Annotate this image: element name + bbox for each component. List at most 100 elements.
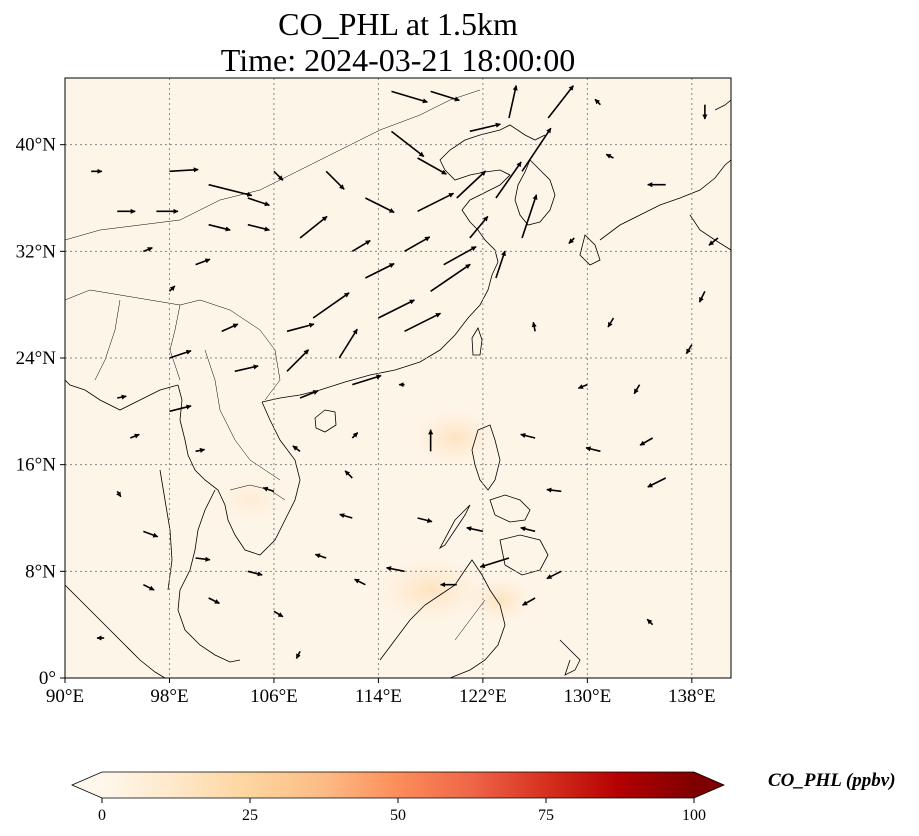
- wind-arrow: [364, 197, 395, 214]
- wind-arrow: [443, 245, 477, 266]
- wind-arrow: [404, 312, 441, 333]
- wind-arrow: [522, 597, 536, 606]
- wind-arrow: [430, 90, 460, 102]
- title-line-2: Time: 2024-03-21 18:00:00: [220, 42, 576, 78]
- wind-arrow: [546, 487, 562, 493]
- colorbar-ticks: 0 25 50 75 100: [98, 798, 706, 824]
- wind-arrow: [708, 237, 719, 246]
- wind-arrow: [417, 192, 455, 213]
- wind-arrow: [466, 526, 484, 533]
- wind-arrow: [531, 321, 537, 332]
- wind-arrow: [312, 292, 350, 319]
- colorbar: 0 25 50 75 100 CO_PHL (ppbv): [70, 770, 896, 824]
- wind-arrow: [469, 215, 489, 239]
- palawan: [438, 504, 471, 550]
- wind-arrow: [364, 262, 395, 279]
- wind-arrow: [116, 490, 122, 498]
- wind-arrow: [169, 404, 192, 413]
- korea-coast: [514, 159, 556, 226]
- borneo: [379, 559, 506, 678]
- wind-arrow: [286, 322, 315, 333]
- y-tick-label: 8°N: [25, 561, 56, 582]
- x-tick-label: 114°E: [355, 686, 402, 707]
- plot-area: [64, 77, 732, 679]
- wind-arrow: [378, 299, 415, 319]
- wind-arrow: [295, 650, 301, 659]
- colorbar-tick-label: 50: [390, 807, 406, 824]
- wind-arrow: [585, 446, 601, 453]
- wind-arrow: [195, 258, 211, 266]
- wind-arrow: [143, 530, 159, 538]
- colorbar-extend-min: [72, 772, 102, 798]
- wind-arrow: [594, 98, 601, 106]
- japan-honshu: [599, 159, 731, 251]
- title-line-1: CO_PHL at 1.5km: [278, 6, 518, 42]
- y-tick-label: 24°N: [16, 348, 57, 369]
- wind-arrow: [520, 526, 536, 533]
- philippines-visayas: [489, 494, 531, 523]
- wind-arrow: [247, 223, 270, 232]
- wind-arrow: [195, 556, 211, 562]
- wind-arrow: [292, 445, 301, 452]
- x-tick-label: 98°E: [150, 686, 188, 707]
- y-tick-label: 32°N: [16, 241, 57, 262]
- sumatra: [65, 584, 166, 678]
- x-axis: 90°E 98°E 106°E 114°E 122°E 130°E 138°E: [46, 678, 716, 707]
- wind-arrow: [273, 170, 284, 181]
- colorbar-extend-max: [694, 772, 724, 798]
- china-coast: [261, 124, 546, 403]
- colorbar-tick-label: 0: [98, 807, 106, 824]
- philippines-luzon: [471, 424, 501, 491]
- colorbar-tick-label: 100: [682, 807, 706, 824]
- wind-arrow: [417, 157, 447, 175]
- wind-arrow: [286, 349, 310, 372]
- wind-arrow: [639, 437, 654, 446]
- wind-arrow: [142, 583, 155, 591]
- indochina-coast: [177, 384, 301, 556]
- gulf-thailand: [177, 489, 241, 663]
- wind-arrow: [195, 447, 206, 453]
- wind-arrow: [273, 610, 284, 618]
- wind-arrow: [143, 246, 153, 253]
- wind-arrow: [168, 285, 176, 292]
- myanmar-coast: [65, 379, 179, 411]
- wind-arrow: [351, 432, 359, 439]
- wind-arrow: [698, 290, 706, 303]
- wind-arrow: [646, 618, 654, 626]
- wind-arrow: [247, 570, 263, 577]
- wind-arrow: [546, 570, 562, 580]
- wind-arrow: [520, 433, 536, 439]
- field-highlights: [210, 408, 535, 625]
- hainan: [314, 409, 337, 433]
- y-tick-label: 40°N: [16, 135, 57, 156]
- wind-arrow: [314, 553, 327, 559]
- wind-arrow: [234, 364, 259, 373]
- wind-arrow: [338, 328, 358, 359]
- wind-arrow: [262, 486, 275, 493]
- wind-arrow: [390, 130, 425, 158]
- wind-arrow: [495, 250, 506, 279]
- philippines-mindanao: [499, 534, 549, 576]
- y-tick-label: 16°N: [16, 455, 57, 476]
- wind-arrow: [299, 215, 328, 239]
- wind-arrow: [169, 349, 192, 359]
- japan-hokkaido: [714, 99, 731, 111]
- wind-arrow: [568, 237, 575, 244]
- wind-arrow: [129, 433, 140, 439]
- wind-arrow: [208, 183, 253, 197]
- y-axis: 0° 8°N 16°N 24°N 32°N 40°N: [16, 135, 65, 689]
- wind-arrow: [456, 170, 487, 199]
- wind-arrow: [430, 263, 471, 292]
- andaman-coast: [159, 469, 173, 591]
- taiwan: [471, 327, 483, 356]
- wind-arrow: [605, 153, 614, 159]
- x-tick-label: 122°E: [459, 686, 507, 707]
- colorbar-body: [102, 772, 694, 798]
- wind-arrow: [247, 197, 270, 207]
- x-tick-label: 130°E: [563, 686, 611, 707]
- wind-arrow: [221, 323, 239, 333]
- wind-arrow: [404, 236, 431, 253]
- colorbar-tick-label: 75: [538, 807, 554, 824]
- colorbar-title: CO_PHL (ppbv): [768, 770, 896, 791]
- wind-arrow: [508, 85, 518, 119]
